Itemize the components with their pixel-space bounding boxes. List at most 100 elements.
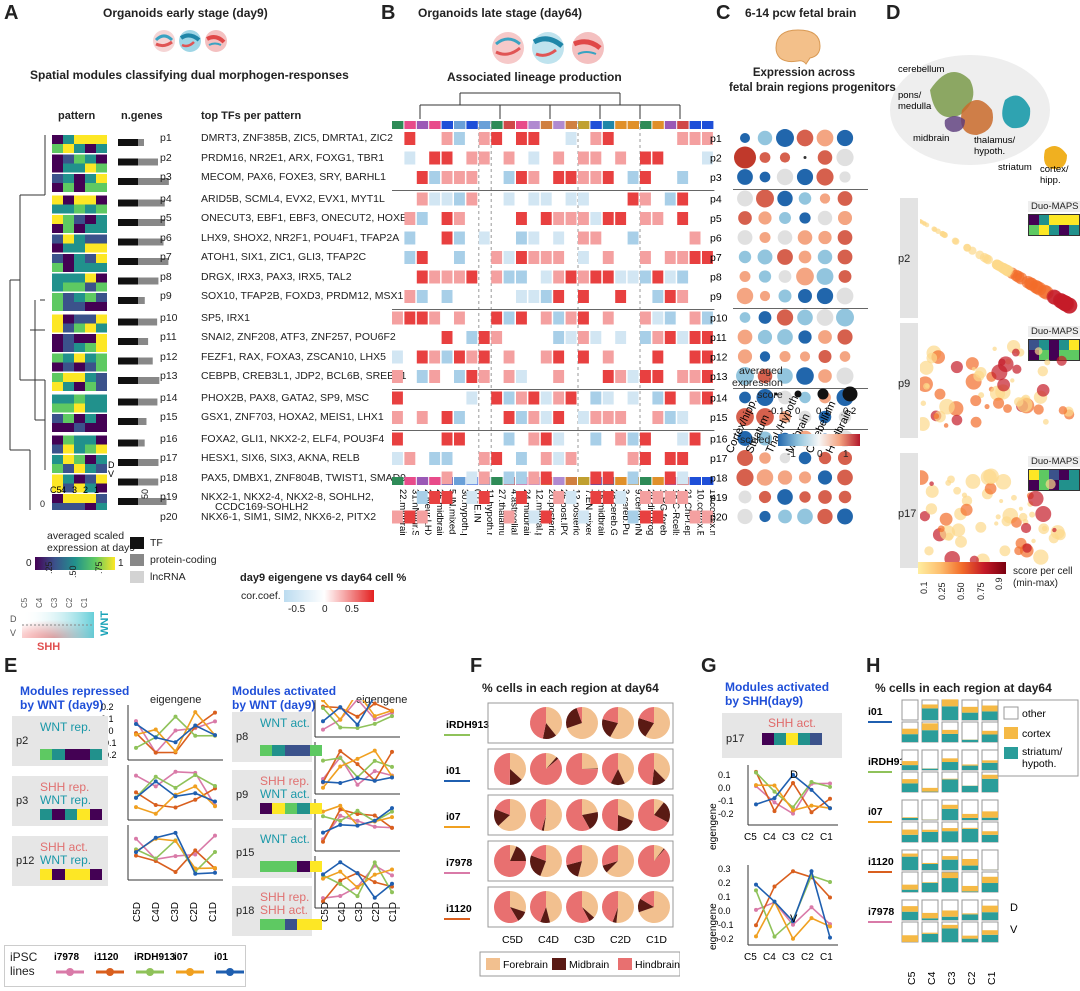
b-corr-cell [664, 311, 676, 325]
c-dot [837, 191, 853, 206]
b-corr-cell [503, 251, 515, 264]
c-dot [799, 491, 811, 503]
pattern-cell [74, 474, 85, 484]
ngene-bar-tf [118, 398, 138, 406]
pattern-cell [96, 183, 107, 192]
c-dot [758, 490, 772, 504]
c-dot [797, 309, 813, 326]
e-right-chart-point [338, 755, 343, 760]
b-corr-cell [416, 171, 428, 184]
pattern-cell [85, 314, 96, 324]
e-left-xtick: C3D [170, 902, 181, 922]
e-left-chart-point [134, 805, 138, 810]
corr-tick-neg: -0.5 [288, 604, 306, 615]
b-corr-cell [392, 370, 403, 383]
e-module-tag: SHH rep. [40, 780, 90, 794]
b-corr-cell [528, 231, 540, 245]
size-tick-3: 0.2 [843, 406, 856, 417]
f-pie-slice [610, 707, 634, 739]
c-row-id: p19 [710, 492, 728, 504]
f-pie-slice [530, 799, 546, 831]
pattern-cell [63, 394, 74, 404]
h-bar-frame [921, 749, 939, 771]
b-corr-cell [677, 370, 689, 383]
h-bar-striatum [942, 916, 958, 920]
f-pie-slice [566, 891, 590, 923]
tf-list-p6: LHX9, SHOX2, NR2F1, POU4F1, TFAP2A [201, 231, 400, 244]
h-bar-cortex [962, 813, 978, 818]
h-bar-striatum [962, 938, 978, 942]
d-score-blob [992, 346, 997, 351]
b-corr-cell [503, 350, 515, 364]
pattern-cell [52, 234, 63, 244]
g-bottom-chart-point [828, 880, 832, 885]
e-pattern-cell [297, 803, 310, 814]
b-col-color-bottom [429, 477, 441, 485]
h-bar-striatum [942, 859, 958, 870]
e-right-chart-point [321, 872, 325, 877]
g-top-chart-point [772, 789, 777, 794]
d-row-label-p2: p2 [898, 253, 911, 265]
pattern-cell [85, 353, 96, 363]
b-corr-cell [578, 350, 589, 364]
h-bar-striatum [942, 878, 958, 892]
pattern-cell [96, 174, 107, 183]
h-bar-cortex [942, 872, 958, 879]
e-module-tag: WNT rep. [40, 720, 92, 734]
e-left-chart-point [173, 830, 178, 835]
g-bottom-chart-point [754, 882, 758, 887]
duo-maps-cell [1059, 225, 1069, 235]
d-score-blob [945, 479, 952, 486]
c-dot [838, 490, 852, 504]
c-dot [756, 408, 774, 426]
d-score-blob [926, 352, 938, 364]
c-dot [777, 190, 793, 207]
b-corr-cell [540, 432, 552, 446]
b-corr-cell [491, 391, 503, 405]
e-left-chart-point [153, 750, 158, 755]
d-score-blob [1012, 364, 1022, 374]
d-score-blob [1003, 404, 1012, 413]
pattern-cell [74, 263, 85, 272]
e-module-id: p12 [16, 855, 35, 867]
h-bar-striatum [962, 828, 978, 842]
duo-maps-cell [1049, 350, 1059, 360]
b-corr-cell [640, 151, 651, 165]
f-pie-slice [616, 891, 634, 923]
pattern-cell [74, 455, 85, 464]
pattern-cell [63, 254, 74, 263]
e-module-tag: WNT act. [260, 787, 310, 801]
dv-label-v: V [108, 469, 114, 479]
b-corr-cell [640, 251, 651, 264]
b-col-label: 11.hypoth.neur. [484, 489, 495, 535]
g-bottom-chart-point [754, 888, 758, 893]
panel-d-letter: D [886, 2, 901, 24]
ipsc-line-name: iRDH913 [134, 952, 176, 963]
e-right-chart-point [372, 813, 377, 818]
b-corr-cell [702, 350, 713, 364]
c-dot [756, 388, 774, 407]
pattern-header: pattern [58, 110, 96, 122]
h-bar-cortex [902, 884, 918, 890]
ipsc-line-name: i01 [214, 952, 228, 963]
tf-list-p3: MECOM, PAX6, FOXE3, SRY, BARHL1 [201, 171, 386, 183]
e-left-chart-point [173, 838, 178, 843]
e-right-chart-point [372, 872, 377, 877]
pattern-cell [52, 314, 63, 324]
h-bar-cortex [902, 728, 918, 735]
e-left-xtick: C5D [132, 902, 143, 922]
b-corr-cell [602, 350, 614, 364]
b-corr-cell [540, 411, 552, 424]
b-corr-cell [664, 192, 676, 206]
pattern-cell [74, 204, 85, 214]
e-right-chart-point [355, 776, 360, 781]
b-corr-cell [528, 132, 540, 145]
b-col-color-bottom [689, 477, 701, 485]
pattern-cell [96, 273, 107, 283]
d-score-blob [1042, 418, 1049, 425]
pattern-cell [63, 243, 74, 253]
c-dot [757, 249, 773, 265]
b-corr-cell [416, 510, 428, 524]
pattern-cell [52, 382, 63, 391]
g-bottom-xtick: C1 [820, 952, 833, 963]
